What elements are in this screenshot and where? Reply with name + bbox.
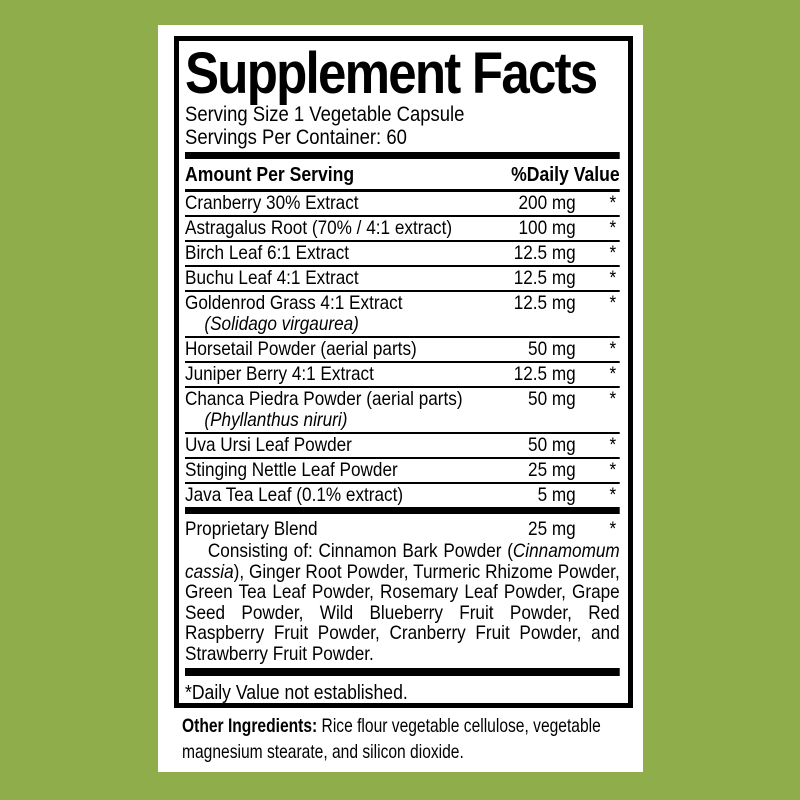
ingredient-amount: 12.5 mg [513,242,576,264]
column-header: Amount Per Serving %Daily Value [185,159,620,192]
ingredient-name: Astragalus Root (70% / 4:1 extract) [185,217,453,239]
daily-value-footnote: *Daily Value not established. [185,682,408,704]
ingredient-amount: 25 mg [528,459,576,481]
ingredient-latin-name: (Phyllanthus niruri) [204,409,348,431]
column-daily-value: %Daily Value [511,164,620,186]
divider-thick-blend [185,507,620,514]
ingredient-name: Birch Leaf 6:1 Extract [185,242,350,264]
daily-value-asterisk: * [609,267,617,289]
daily-value-asterisk: * [609,518,617,540]
daily-value-asterisk: * [609,192,617,214]
supplement-facts-box: Supplement Facts Serving Size 1 Vegetabl… [174,36,633,708]
column-amount-per-serving: Amount Per Serving [185,164,355,186]
ingredient-name: Uva Ursi Leaf Powder [185,434,352,456]
table-row: Astragalus Root (70% / 4:1 extract) 100 m… [185,217,620,242]
daily-value-asterisk: * [609,484,617,506]
table-row: Horsetail Powder (aerial parts) 50 mg * [185,338,620,363]
daily-value-asterisk: * [609,388,617,410]
table-row: Goldenrod Grass 4:1 Extract (Solidago vir… [185,292,620,338]
ingredient-name: Proprietary Blend [185,518,318,540]
divider-thick-top [185,152,620,159]
ingredient-name: Stinging Nettle Leaf Powder [185,459,398,481]
table-row: Chanca Piedra Powder (aerial parts) (Phyl… [185,388,620,434]
ingredient-amount: 12.5 mg [513,267,576,289]
ingredient-name: Java Tea Leaf (0.1% extract) [185,484,404,506]
other-ingredients-label: Other Ingredients: [182,715,318,737]
ingredient-amount: 50 mg [528,388,576,410]
ingredient-amount: 50 mg [528,338,576,360]
label-panel: Supplement Facts Serving Size 1 Vegetabl… [158,25,643,772]
description-text: Consisting of: Cinnamon Bark Powder ( [207,540,513,562]
serving-size: Serving Size 1 Vegetable Capsule [185,103,465,126]
daily-value-asterisk: * [609,434,617,456]
ingredient-name: Horsetail Powder (aerial parts) [185,338,417,360]
ingredient-amount: 25 mg [528,518,576,540]
ingredient-latin-name: (Solidago virgaurea) [204,313,359,335]
table-row: Stinging Nettle Leaf Powder 25 mg * [185,459,620,484]
table-row: Birch Leaf 6:1 Extract 12.5 mg * [185,242,620,267]
daily-value-asterisk: * [609,459,617,481]
ingredient-amount: 50 mg [528,434,576,456]
ingredient-amount: 5 mg [537,484,576,506]
proprietary-blend-row: Proprietary Blend 25 mg * [185,514,620,541]
ingredient-amount: 12.5 mg [513,292,576,314]
daily-value-asterisk: * [609,363,617,385]
daily-value-asterisk: * [609,217,617,239]
daily-value-asterisk: * [609,242,617,264]
facts-title: Supplement Facts [185,41,598,106]
other-ingredients-text: Rice flour vegetable cellulose, vegetabl… [182,715,601,763]
other-ingredients: Other Ingredients: Rice flour vegetable … [182,713,627,765]
table-row: Cranberry 30% Extract 200 mg * [185,192,620,217]
ingredient-amount: 200 mg [518,192,576,214]
table-row: Java Tea Leaf (0.1% extract) 5 mg * [185,484,620,507]
ingredient-name: Buchu Leaf 4:1 Extract [185,267,359,289]
table-row: Juniper Berry 4:1 Extract 12.5 mg * [185,363,620,388]
ingredient-name: Goldenrod Grass 4:1 Extract (Solidago vir… [185,293,491,335]
latin-name-italic: Cinnamomum cassia [185,540,620,583]
ingredient-name: Juniper Berry 4:1 Extract [185,363,374,385]
ingredient-name: Cranberry 30% Extract [185,192,359,214]
ingredient-rows: Cranberry 30% Extract 200 mg * Astragalus R… [185,192,620,507]
proprietary-blend-description: Consisting of: Cinnamon Bark Powder (Cin… [185,541,620,664]
table-row: Buchu Leaf 4:1 Extract 12.5 mg * [185,267,620,292]
divider-thick-bottom [185,668,620,676]
ingredient-name: Chanca Piedra Powder (aerial parts) (Phyl… [185,389,491,431]
description-text: ), Ginger Root Powder, Turmeric Rhizome … [185,560,620,665]
table-row: Uva Ursi Leaf Powder 50 mg * [185,434,620,459]
ingredient-amount: 12.5 mg [513,363,576,385]
daily-value-asterisk: * [609,338,617,360]
facts-content: Supplement Facts Serving Size 1 Vegetabl… [185,43,620,705]
servings-per-container: Servings Per Container: 60 [185,126,407,149]
daily-value-asterisk: * [609,292,617,314]
ingredient-amount: 100 mg [518,217,576,239]
